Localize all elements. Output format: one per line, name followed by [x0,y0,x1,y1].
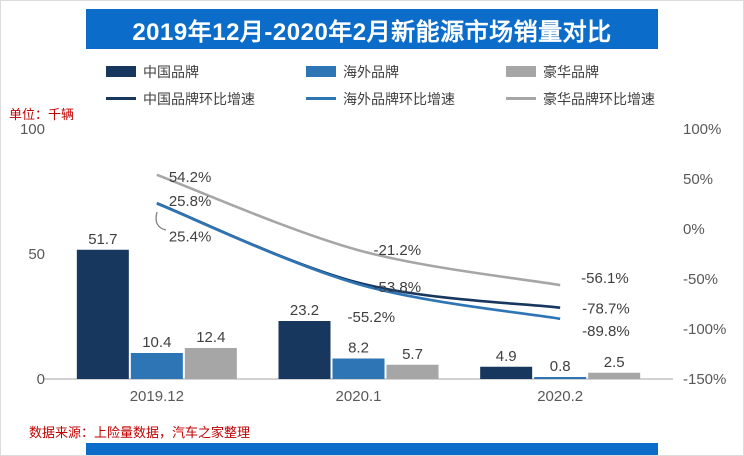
page-title: 2019年12月-2020年2月新能源市场销量对比 [132,18,612,46]
line-value-label: -89.8% [582,323,630,340]
legend-label: 中国品牌 [143,63,199,80]
bar-value-label: 8.2 [348,340,369,357]
legend-label: 豪华品牌环比增速 [543,90,655,107]
bar [332,358,385,379]
label-leader-line [155,211,167,231]
bar [534,377,587,379]
legend-label: 海外品牌 [343,63,399,80]
legend-bar-swatch [306,66,336,77]
right-axis-tick: 100% [683,121,721,138]
chart-legend: 中国品牌 海外品牌 豪华品牌中国品牌环比增速 海外品牌环比增速 豪华品牌环比增速 [106,58,686,112]
legend-bar-swatch [506,66,536,77]
bar [278,321,331,379]
legend-item: 豪华品牌环比增速 [506,89,706,109]
left-axis-tick: 0 [37,371,45,388]
bottom-banner [86,443,658,455]
legend-item: 中国品牌环比增速 [106,89,306,109]
bar [386,364,439,379]
legend-row: 中国品牌环比增速 海外品牌环比增速 豪华品牌环比增速 [106,85,686,112]
legend-item: 中国品牌 [106,62,306,82]
title-banner: 2019年12月-2020年2月新能源市场销量对比 [86,9,658,49]
bar-value-label: 51.7 [88,231,117,248]
line-value-label: 25.8% [169,193,212,210]
x-axis-label: 2019.12 [130,388,184,405]
bar [480,366,533,379]
right-axis-tick: 0% [683,221,705,238]
growth-line [156,173,561,287]
bar [130,353,183,379]
legend-label: 中国品牌环比增速 [143,90,255,107]
legend-item: 海外品牌 [306,62,506,82]
legend-label: 豪华品牌 [543,63,599,80]
bar [588,372,641,379]
line-value-label: -21.2% [374,242,422,259]
bar-value-label: 10.4 [142,334,171,351]
left-axis-tick: 50 [28,246,45,263]
x-axis-label: 2020.1 [336,388,382,405]
data-source-note: 数据来源：上险量数据，汽车之家整理 [29,425,251,440]
bar-value-label: 23.2 [290,302,319,319]
growth-line [156,201,561,309]
right-axis-tick: 50% [683,171,713,188]
legend-line-swatch [106,97,136,100]
left-axis-tick: 100 [20,121,45,138]
bar-value-label: 0.8 [550,358,571,375]
legend-line-swatch [506,97,536,100]
line-value-label: -55.2% [348,309,396,326]
right-axis-tick: -100% [683,321,726,338]
growth-line [156,202,561,321]
unit-label: 单位：千辆 [9,107,75,122]
bar-value-label: 2.5 [604,354,625,371]
legend-item: 豪华品牌 [506,62,706,82]
line-value-label: -53.8% [374,279,422,296]
bar-value-label: 4.9 [496,348,517,365]
x-axis-label: 2020.2 [537,388,583,405]
bar [184,348,237,379]
line-value-label: -56.1% [581,270,629,287]
right-axis-tick: -150% [683,371,726,388]
line-value-label: -78.7% [582,301,630,318]
line-value-label: 25.4% [169,229,212,246]
legend-bar-swatch [106,66,136,77]
legend-line-swatch [306,97,336,100]
bar-value-label: 12.4 [196,329,225,346]
bar [76,249,129,379]
legend-label: 海外品牌环比增速 [343,90,455,107]
legend-row: 中国品牌 海外品牌 豪华品牌 [106,58,686,85]
line-value-label: 54.2% [169,169,212,186]
right-axis-tick: -50% [683,271,718,288]
bar-value-label: 5.7 [402,346,423,363]
legend-item: 海外品牌环比增速 [306,89,506,109]
